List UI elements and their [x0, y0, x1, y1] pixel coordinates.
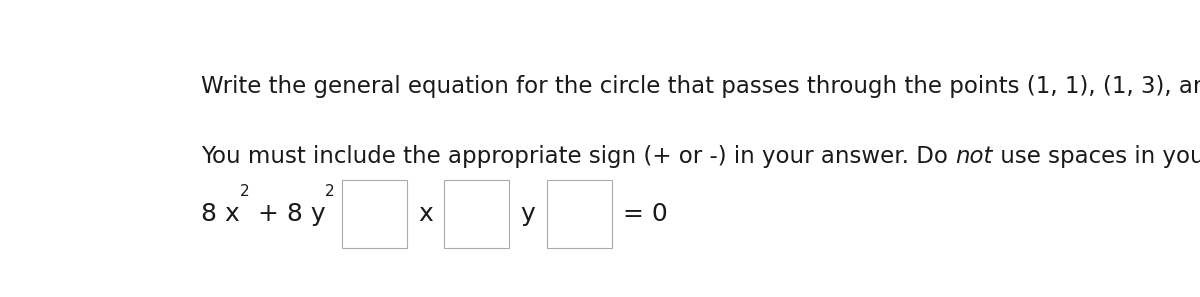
Text: = 0: = 0 — [623, 202, 667, 226]
FancyBboxPatch shape — [444, 180, 510, 248]
Text: 8 x: 8 x — [202, 202, 240, 226]
FancyBboxPatch shape — [546, 180, 612, 248]
Text: You must include the appropriate sign (+ or -) in your answer. Do: You must include the appropriate sign (+… — [202, 146, 955, 168]
Text: y: y — [521, 202, 535, 226]
Text: 2: 2 — [240, 184, 250, 199]
Text: Write the general equation for the circle that passes through the points (1, 1),: Write the general equation for the circl… — [202, 75, 1200, 97]
FancyBboxPatch shape — [342, 180, 407, 248]
Text: use spaces in your answer.: use spaces in your answer. — [992, 146, 1200, 168]
Text: not: not — [955, 146, 992, 168]
Text: + 8 y: + 8 y — [250, 202, 325, 226]
Text: 2: 2 — [325, 184, 335, 199]
Text: x: x — [419, 202, 433, 226]
